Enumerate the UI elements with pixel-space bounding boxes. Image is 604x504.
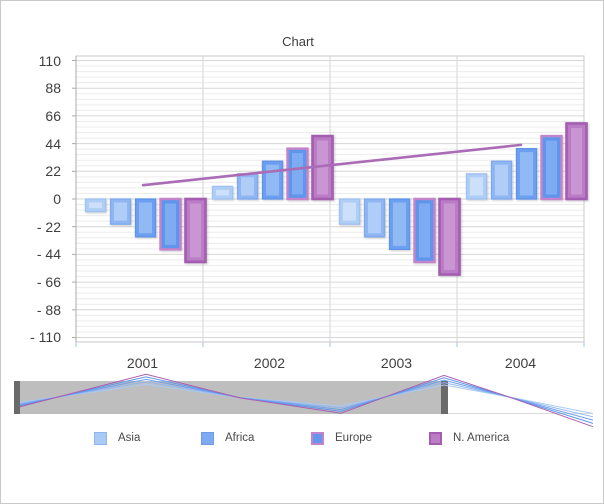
bar-Africa-2003[interactable]	[363, 198, 386, 238]
africa-legend-swatch-icon	[201, 431, 214, 445]
bar-Europe-2001[interactable]	[159, 197, 182, 251]
bar-N. America-2001[interactable]	[184, 197, 207, 264]
bar-Asia-2001[interactable]	[84, 198, 107, 213]
bar-Europe-2004[interactable]	[540, 134, 563, 201]
trend-line	[141, 143, 523, 187]
bar-series2-2002[interactable]	[261, 160, 284, 200]
bar-Europe-2003[interactable]	[413, 197, 436, 264]
y-axis-label: 0	[53, 191, 61, 207]
y-axis-label: - 88	[36, 301, 61, 318]
x-axis-label: 2004	[504, 355, 537, 371]
bar-Asia-2003[interactable]	[338, 198, 361, 225]
asia-legend-swatch-icon	[94, 431, 107, 445]
navigator-unselected-range[interactable]	[448, 381, 593, 414]
legend-label: Africa	[225, 432, 255, 444]
legend-item-asia[interactable]: Asia	[94, 430, 140, 446]
legend-item-africa[interactable]: Africa	[201, 430, 254, 446]
x-axis-label: 2003	[380, 355, 413, 371]
y-axis-label: - 110	[30, 329, 61, 346]
x-axis-label: 2002	[253, 355, 286, 371]
legend-item-europe[interactable]: Europe	[311, 430, 372, 446]
bar-series2-2001[interactable]	[134, 198, 157, 238]
bar-Asia-2002[interactable]	[211, 185, 234, 200]
bar-Europe-2002[interactable]	[286, 147, 309, 201]
y-axis-label: - 22	[36, 218, 61, 235]
y-axis-label: - 66	[36, 274, 61, 291]
navigator-selected-range[interactable]	[14, 381, 448, 414]
bar-series2-2003[interactable]	[388, 198, 411, 251]
navigator-preview-line	[19, 376, 594, 424]
bar-N. America-2003[interactable]	[438, 197, 461, 276]
navigator-preview-line	[19, 373, 594, 428]
legend-item-n-america[interactable]: N. America	[429, 430, 509, 446]
y-axis-label: 88	[45, 80, 61, 97]
y-axis-label: 110	[38, 52, 61, 69]
x-axis-label: 2001	[126, 355, 159, 371]
chart-title: Chart	[282, 34, 314, 49]
y-axis-label: 66	[45, 107, 61, 124]
navigator-right-handle[interactable]	[441, 381, 448, 414]
y-axis-label: - 44	[36, 246, 61, 263]
bar-series2-2004[interactable]	[515, 147, 538, 200]
bar-Africa-2001[interactable]	[109, 198, 132, 225]
legend-label: N. America	[453, 432, 510, 444]
bar-Africa-2002[interactable]	[236, 173, 259, 200]
navigator-left-handle[interactable]	[14, 381, 20, 414]
bar-Asia-2004[interactable]	[465, 173, 488, 200]
y-axis-label: 22	[45, 163, 61, 180]
bar-N. America-2004[interactable]	[565, 122, 588, 201]
bar-Africa-2004[interactable]	[490, 160, 513, 200]
navigator-preview-line	[19, 378, 594, 421]
legend-label: Asia	[118, 432, 141, 444]
y-axis-label: 44	[45, 135, 61, 152]
europe-legend-swatch-icon	[311, 431, 324, 445]
legend-label: Europe	[335, 432, 373, 444]
n-america-legend-swatch-icon	[429, 431, 442, 445]
